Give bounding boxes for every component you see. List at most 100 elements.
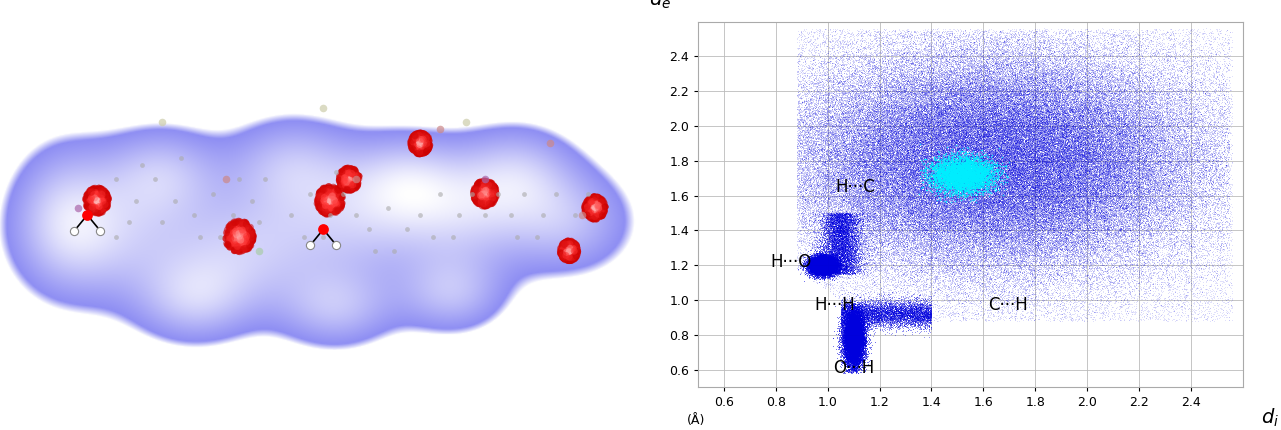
Point [858, 315, 879, 322]
Point [874, 76, 894, 83]
Point [998, 182, 1018, 189]
Point [1030, 45, 1050, 52]
Point [1020, 150, 1040, 157]
Point [1008, 141, 1029, 147]
Point [1141, 269, 1162, 276]
Point [1203, 248, 1223, 255]
Point [1027, 239, 1048, 246]
Point [1179, 295, 1199, 302]
Point [942, 211, 962, 218]
Point [831, 144, 852, 151]
Point [930, 179, 951, 186]
Point [810, 261, 830, 268]
Point [979, 204, 999, 211]
Point [959, 174, 980, 181]
Point [951, 161, 971, 168]
Point [1021, 195, 1041, 202]
Point [999, 94, 1020, 101]
Point [888, 147, 908, 154]
Point [843, 324, 863, 331]
Point [803, 263, 824, 270]
Point [1040, 77, 1061, 84]
Point [953, 157, 974, 163]
Point [988, 97, 1008, 104]
Point [813, 210, 834, 217]
Point [1186, 125, 1207, 132]
Point [838, 354, 858, 361]
Point [949, 100, 970, 107]
Point [862, 308, 883, 315]
Point [1082, 135, 1103, 141]
Point [1166, 204, 1186, 211]
Point [1057, 169, 1077, 176]
Point [897, 319, 917, 326]
Point [879, 102, 899, 109]
Point [1044, 299, 1065, 306]
Point [906, 315, 926, 322]
Point [1031, 126, 1052, 133]
Point [908, 119, 929, 126]
Point [967, 141, 988, 148]
Point [844, 322, 865, 329]
Point [1103, 169, 1123, 175]
Point [1075, 212, 1095, 219]
Point [898, 163, 918, 170]
Point [910, 164, 930, 171]
Point [958, 169, 979, 176]
Point [903, 132, 924, 138]
Point [991, 123, 1012, 129]
Point [1141, 147, 1162, 154]
Point [933, 164, 953, 171]
Point [806, 263, 826, 270]
Point [1107, 243, 1127, 250]
Point [908, 220, 929, 227]
Point [856, 82, 876, 89]
Point [963, 164, 984, 171]
Point [824, 187, 844, 194]
Point [1053, 178, 1073, 184]
Point [1058, 125, 1079, 132]
Point [1013, 156, 1034, 163]
Point [1075, 91, 1095, 98]
Point [1117, 126, 1138, 132]
Point [952, 30, 972, 37]
Point [849, 316, 870, 323]
Point [1018, 215, 1039, 222]
Point [829, 349, 849, 356]
Point [834, 350, 854, 357]
Point [1006, 244, 1026, 251]
Point [1044, 144, 1065, 151]
Point [1004, 200, 1025, 207]
Point [1063, 129, 1084, 136]
Point [949, 168, 970, 175]
Point [893, 71, 913, 78]
Point [874, 307, 894, 314]
Point [931, 119, 952, 126]
Point [1045, 139, 1066, 146]
Point [1097, 219, 1117, 226]
Point [904, 253, 925, 260]
Point [999, 244, 1020, 251]
Point [920, 68, 940, 75]
Point [977, 119, 998, 126]
Point [981, 114, 1002, 121]
Point [931, 191, 952, 198]
Point [835, 345, 856, 352]
Point [898, 296, 918, 303]
Point [1020, 174, 1040, 181]
Point [947, 120, 967, 127]
Point [793, 167, 813, 174]
Point [1131, 137, 1152, 144]
Point [847, 331, 867, 338]
Point [961, 224, 981, 231]
Point [927, 134, 948, 141]
Point [817, 90, 838, 97]
Point [936, 202, 957, 209]
Point [836, 91, 857, 98]
Point [913, 204, 934, 211]
Point [1006, 179, 1026, 186]
Point [1004, 41, 1025, 48]
Point [828, 258, 848, 265]
Point [1148, 94, 1168, 101]
Point [817, 263, 838, 270]
